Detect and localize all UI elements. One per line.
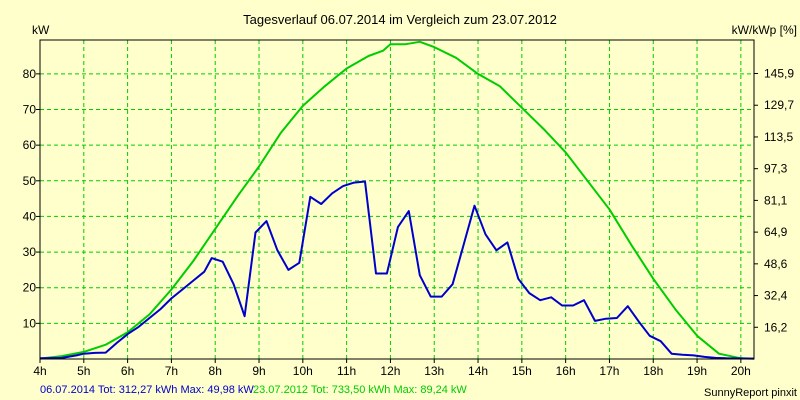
y-left-tick-label: 30 <box>23 245 37 259</box>
x-tick-label: 6h <box>121 364 134 378</box>
y-right-tick-label: 64,9 <box>764 225 788 239</box>
y-right-tick-label: 145,9 <box>764 67 794 81</box>
y-axis-left-ticks: 10 20 30 40 50 60 70 80 <box>23 67 40 330</box>
grid <box>40 40 754 359</box>
y-right-tick-label: 113,5 <box>764 130 793 144</box>
y-left-tick-label: 50 <box>23 174 37 188</box>
x-tick-label: 13h <box>424 364 444 378</box>
x-tick-label: 10h <box>293 364 313 378</box>
y-axis-left-label: kW <box>32 23 50 37</box>
plot-frame <box>39 39 755 360</box>
chart-title: Tagesverlauf 06.07.2014 im Vergleich zum… <box>243 12 557 27</box>
y-axis-right-label: kW/kWp [%] <box>732 23 797 37</box>
y-left-tick-label: 60 <box>23 138 37 152</box>
x-tick-label: 4h <box>33 364 46 378</box>
y-left-tick-label: 20 <box>23 281 37 295</box>
series-lines <box>39 40 755 360</box>
y-right-tick-label: 81,1 <box>764 193 788 207</box>
y-right-tick-label: 16,2 <box>764 320 788 334</box>
x-tick-label: 12h <box>380 364 400 378</box>
y-left-tick-label: 40 <box>23 209 37 223</box>
y-right-tick-label: 32,4 <box>764 289 788 303</box>
credit-text: SunnyReport pinxit <box>704 387 797 399</box>
y-right-tick-label: 97,3 <box>764 162 788 176</box>
y-left-tick-label: 80 <box>23 67 37 81</box>
legend-series-2012: 23.07.2012 Tot: 733,50 kWh Max: 89,24 kW <box>253 384 467 396</box>
y-left-tick-label: 70 <box>23 103 37 117</box>
y-axis-right-ticks: 16,2 32,4 48,6 64,9 81,1 97,3 113,5 129,7 145,9 <box>754 67 794 334</box>
y-right-tick-label: 129,7 <box>764 98 794 112</box>
series-line-2014 <box>39 180 755 360</box>
x-tick-label: 8h <box>209 364 222 378</box>
x-tick-label: 19h <box>687 364 707 378</box>
x-tick-label: 20h <box>731 364 751 378</box>
x-axis-ticks: 4h 5h 6h 7h 8h 9h 10h 11h 12h 13h 14h 15h 16h 17h 18h 1… <box>33 359 751 378</box>
x-tick-label: 15h <box>512 364 532 378</box>
legend-series-2014: 06.07.2014 Tot: 312,27 kWh Max: 49,98 kW <box>40 384 254 396</box>
x-tick-label: 9h <box>252 364 265 378</box>
x-tick-label: 7h <box>165 364 178 378</box>
series-line-2012 <box>39 40 755 360</box>
x-tick-label: 11h <box>337 364 356 378</box>
x-tick-label: 14h <box>468 364 488 378</box>
y-left-tick-label: 10 <box>23 316 37 330</box>
x-tick-label: 17h <box>599 364 619 378</box>
x-tick-label: 16h <box>556 364 576 378</box>
x-tick-label: 18h <box>643 364 663 378</box>
y-right-tick-label: 48,6 <box>764 257 788 271</box>
x-tick-label: 5h <box>77 364 90 378</box>
